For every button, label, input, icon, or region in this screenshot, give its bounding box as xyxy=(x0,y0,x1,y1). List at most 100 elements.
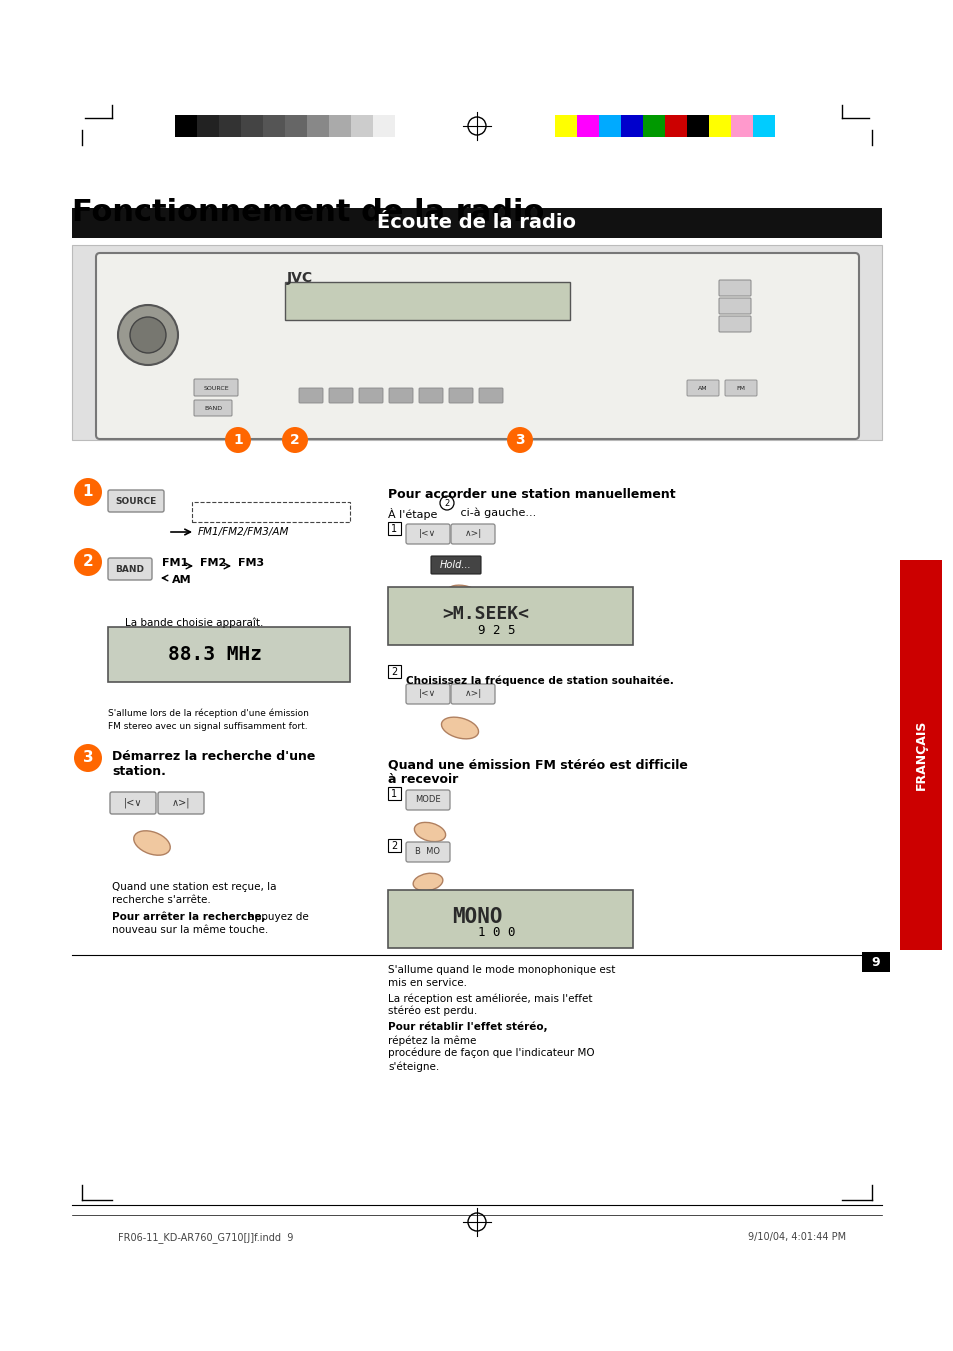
Text: La bande choisie apparaît.: La bande choisie apparaît. xyxy=(125,617,263,628)
Text: 2: 2 xyxy=(391,842,396,851)
FancyBboxPatch shape xyxy=(108,558,152,580)
FancyBboxPatch shape xyxy=(451,684,495,704)
FancyBboxPatch shape xyxy=(389,388,413,403)
FancyBboxPatch shape xyxy=(406,684,450,704)
Text: La réception est améliorée, mais l'effet: La réception est améliorée, mais l'effet xyxy=(388,993,592,1004)
Text: 9/10/04, 4:01:44 PM: 9/10/04, 4:01:44 PM xyxy=(747,1232,845,1242)
Text: procédure de façon que l'indicateur MO: procédure de façon que l'indicateur MO xyxy=(388,1048,594,1058)
Text: FM stereo avec un signal suffisamment fort.: FM stereo avec un signal suffisamment fo… xyxy=(108,721,307,731)
FancyBboxPatch shape xyxy=(158,792,204,815)
Bar xyxy=(108,627,350,682)
FancyBboxPatch shape xyxy=(431,557,480,574)
Bar xyxy=(285,282,569,320)
Text: appuyez de: appuyez de xyxy=(245,912,309,921)
Text: AM: AM xyxy=(698,385,707,390)
Text: 1: 1 xyxy=(233,434,243,447)
Text: FM3: FM3 xyxy=(237,558,264,567)
Text: FRANÇAIS: FRANÇAIS xyxy=(914,720,926,790)
Text: station.: station. xyxy=(112,765,166,778)
Text: >M.SEEK<: >M.SEEK< xyxy=(441,605,529,623)
Bar xyxy=(196,115,219,136)
Text: |<∨: |<∨ xyxy=(419,530,436,539)
Bar xyxy=(388,586,633,644)
Text: FM2: FM2 xyxy=(200,558,226,567)
Text: 2: 2 xyxy=(83,554,93,570)
Bar xyxy=(285,115,307,136)
Bar xyxy=(388,890,633,948)
Bar xyxy=(577,115,598,136)
Ellipse shape xyxy=(446,585,483,607)
Text: S'allume quand le mode monophonique est: S'allume quand le mode monophonique est xyxy=(388,965,615,975)
FancyBboxPatch shape xyxy=(110,792,156,815)
Text: FM: FM xyxy=(736,385,744,390)
Text: ci-à gauche...: ci-à gauche... xyxy=(456,508,536,519)
FancyBboxPatch shape xyxy=(719,280,750,296)
Bar xyxy=(686,115,708,136)
Bar xyxy=(899,561,941,950)
Text: répétez la même: répétez la même xyxy=(388,1035,476,1046)
FancyBboxPatch shape xyxy=(329,388,353,403)
Circle shape xyxy=(74,744,102,771)
Text: s'éteigne.: s'éteigne. xyxy=(388,1061,438,1071)
Bar xyxy=(71,245,882,440)
Text: FM1: FM1 xyxy=(162,558,188,567)
FancyBboxPatch shape xyxy=(406,842,450,862)
Bar xyxy=(241,115,263,136)
Text: MODE: MODE xyxy=(415,796,440,804)
Bar xyxy=(395,115,416,136)
Circle shape xyxy=(130,317,166,353)
Text: 3: 3 xyxy=(83,751,93,766)
Bar xyxy=(642,115,664,136)
Bar xyxy=(351,115,373,136)
Text: FR06-11_KD-AR760_G710[J]f.indd  9: FR06-11_KD-AR760_G710[J]f.indd 9 xyxy=(118,1232,294,1243)
Text: JVC: JVC xyxy=(287,272,313,285)
Bar xyxy=(263,115,285,136)
FancyBboxPatch shape xyxy=(96,253,858,439)
Circle shape xyxy=(225,427,251,453)
FancyBboxPatch shape xyxy=(478,388,502,403)
FancyBboxPatch shape xyxy=(418,388,442,403)
Text: ∧>|: ∧>| xyxy=(464,689,481,698)
Text: |<∨: |<∨ xyxy=(124,797,142,808)
Text: Pour rétablir l'effet stéréo,: Pour rétablir l'effet stéréo, xyxy=(388,1021,547,1032)
Text: À l'étape: À l'étape xyxy=(388,508,440,520)
Text: SOURCE: SOURCE xyxy=(203,385,229,390)
Text: 1: 1 xyxy=(391,524,396,534)
FancyBboxPatch shape xyxy=(686,380,719,396)
Bar xyxy=(373,115,395,136)
FancyBboxPatch shape xyxy=(193,400,232,416)
Text: 1: 1 xyxy=(83,485,93,500)
Bar xyxy=(752,115,774,136)
Text: 9: 9 xyxy=(871,955,880,969)
Circle shape xyxy=(118,305,178,365)
Text: 2: 2 xyxy=(290,434,299,447)
Text: ∧>|: ∧>| xyxy=(172,797,190,808)
Text: 88.3 MHz: 88.3 MHz xyxy=(168,646,262,665)
FancyBboxPatch shape xyxy=(358,388,382,403)
Text: Fonctionnement de la radio: Fonctionnement de la radio xyxy=(71,199,544,227)
FancyBboxPatch shape xyxy=(193,380,237,396)
Text: 2: 2 xyxy=(444,499,449,508)
Bar xyxy=(598,115,620,136)
Text: 1: 1 xyxy=(391,789,396,798)
Text: 9 2 5: 9 2 5 xyxy=(477,624,515,636)
FancyBboxPatch shape xyxy=(719,299,750,313)
Bar xyxy=(307,115,329,136)
FancyBboxPatch shape xyxy=(724,380,757,396)
Ellipse shape xyxy=(441,717,478,739)
Text: BAND: BAND xyxy=(115,565,144,574)
Text: à recevoir: à recevoir xyxy=(388,773,457,786)
Text: MONO: MONO xyxy=(452,907,502,927)
Bar xyxy=(555,115,577,136)
FancyBboxPatch shape xyxy=(298,388,323,403)
Bar xyxy=(620,115,642,136)
Text: 3: 3 xyxy=(515,434,524,447)
Text: FM1/FM2/FM3/AM: FM1/FM2/FM3/AM xyxy=(198,527,289,536)
Bar xyxy=(862,952,889,971)
Ellipse shape xyxy=(133,831,170,855)
Text: Démarrez la recherche d'une: Démarrez la recherche d'une xyxy=(112,750,315,763)
Circle shape xyxy=(506,427,533,453)
Text: Écoute de la radio: Écoute de la radio xyxy=(377,213,576,232)
Text: Pour arrêter la recherche,: Pour arrêter la recherche, xyxy=(112,912,265,923)
Text: 1 0 0: 1 0 0 xyxy=(477,927,515,939)
